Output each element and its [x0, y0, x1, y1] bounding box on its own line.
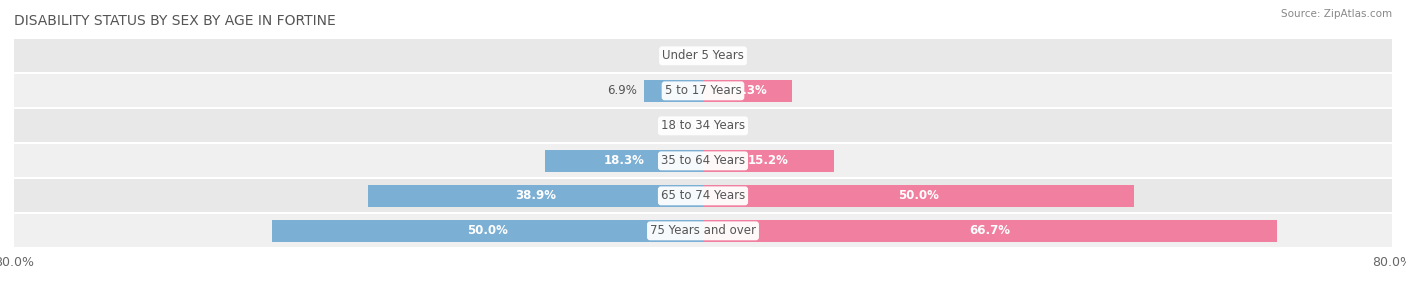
- Text: 50.0%: 50.0%: [898, 189, 939, 202]
- Text: 0.0%: 0.0%: [711, 49, 741, 62]
- Text: 0.0%: 0.0%: [665, 119, 695, 132]
- Bar: [368, 185, 703, 207]
- Text: 75 Years and over: 75 Years and over: [650, 224, 756, 237]
- Text: 38.9%: 38.9%: [515, 189, 555, 202]
- Bar: [703, 80, 792, 102]
- Bar: [14, 73, 1392, 108]
- Text: 10.3%: 10.3%: [727, 84, 768, 97]
- Bar: [14, 214, 1392, 248]
- Bar: [703, 150, 834, 172]
- Text: 50.0%: 50.0%: [467, 224, 508, 237]
- Text: 0.0%: 0.0%: [665, 49, 695, 62]
- Bar: [14, 38, 1392, 73]
- Bar: [703, 185, 1133, 207]
- Text: 35 to 64 Years: 35 to 64 Years: [661, 154, 745, 167]
- Text: 5 to 17 Years: 5 to 17 Years: [665, 84, 741, 97]
- Bar: [14, 108, 1392, 143]
- Text: Source: ZipAtlas.com: Source: ZipAtlas.com: [1281, 9, 1392, 19]
- Text: Under 5 Years: Under 5 Years: [662, 49, 744, 62]
- Bar: [703, 220, 1278, 242]
- Bar: [14, 178, 1392, 213]
- Bar: [546, 150, 703, 172]
- Text: 6.9%: 6.9%: [607, 84, 637, 97]
- Text: 66.7%: 66.7%: [970, 224, 1011, 237]
- Text: 65 to 74 Years: 65 to 74 Years: [661, 189, 745, 202]
- Text: 0.0%: 0.0%: [711, 119, 741, 132]
- Bar: [273, 220, 703, 242]
- Text: 18 to 34 Years: 18 to 34 Years: [661, 119, 745, 132]
- Bar: [14, 143, 1392, 178]
- Text: 18.3%: 18.3%: [603, 154, 644, 167]
- Text: DISABILITY STATUS BY SEX BY AGE IN FORTINE: DISABILITY STATUS BY SEX BY AGE IN FORTI…: [14, 15, 336, 28]
- Bar: [644, 80, 703, 102]
- Text: 15.2%: 15.2%: [748, 154, 789, 167]
